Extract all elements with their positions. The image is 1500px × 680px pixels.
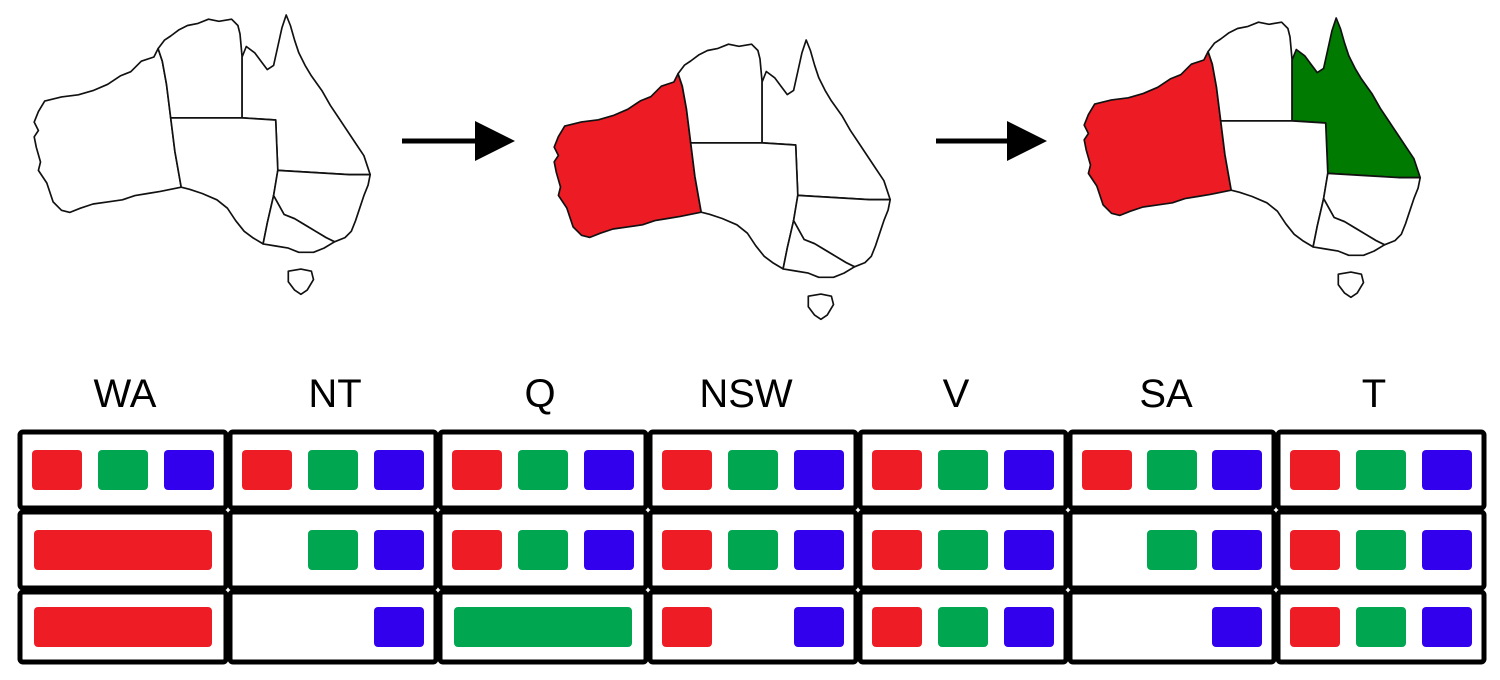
- domain-swatch-red: [1082, 450, 1132, 490]
- domain-swatch-red: [34, 607, 212, 647]
- domain-swatch-green: [938, 607, 988, 647]
- map-step-2: [553, 39, 892, 321]
- map-step-1: [33, 14, 372, 296]
- region-v: [1312, 197, 1386, 257]
- column-label-v: V: [942, 372, 970, 416]
- region-v: [782, 219, 856, 279]
- domain-swatch-blue: [794, 450, 844, 490]
- domain-swatch-red: [32, 450, 82, 490]
- domain-swatch-red: [872, 450, 922, 490]
- domain-swatch-blue: [1422, 607, 1472, 647]
- domain-swatch-blue: [374, 607, 424, 647]
- domain-swatch-blue: [1422, 450, 1472, 490]
- region-sa: [169, 117, 279, 245]
- domain-swatch-green: [454, 607, 632, 647]
- australia-map-sequence: [33, 14, 1422, 321]
- region-wa: [553, 72, 703, 239]
- domain-swatch-blue: [1212, 530, 1262, 570]
- domain-swatch-red: [1290, 530, 1340, 570]
- region-v: [262, 194, 336, 254]
- domain-swatch-green: [1356, 530, 1406, 570]
- map-step-3: [1083, 17, 1422, 299]
- domain-swatch-blue: [1004, 530, 1054, 570]
- column-label-wa: WA: [93, 372, 157, 416]
- domain-swatch-green: [518, 530, 568, 570]
- domain-swatch-blue: [584, 530, 634, 570]
- domain-swatch-blue: [1004, 450, 1054, 490]
- domain-swatch-green: [728, 530, 778, 570]
- domain-swatch-blue: [794, 607, 844, 647]
- domain-swatch-green: [1147, 450, 1197, 490]
- domain-swatch-red: [452, 530, 502, 570]
- domain-swatch-red: [452, 450, 502, 490]
- domain-swatch-green: [518, 450, 568, 490]
- domain-swatch-blue: [1212, 450, 1262, 490]
- region-t: [1337, 271, 1365, 299]
- region-sa: [689, 142, 799, 270]
- column-label-sa: SA: [1139, 372, 1193, 416]
- domain-swatch-green: [308, 450, 358, 490]
- domain-swatch-blue: [794, 530, 844, 570]
- domain-swatch-green: [308, 530, 358, 570]
- domain-swatch-blue: [374, 530, 424, 570]
- region-t: [287, 268, 315, 296]
- column-label-q: Q: [524, 372, 556, 416]
- domain-swatch-blue: [1422, 530, 1472, 570]
- column-label-nt: NT: [308, 372, 362, 416]
- domain-swatch-blue: [584, 450, 634, 490]
- domain-swatch-green: [98, 450, 148, 490]
- domain-swatch-green: [1356, 607, 1406, 647]
- domain-swatch-red: [662, 607, 712, 647]
- domain-swatch-green: [938, 450, 988, 490]
- region-wa: [1083, 50, 1233, 217]
- region-sa: [1219, 120, 1329, 248]
- domain-swatch-red: [662, 450, 712, 490]
- domain-swatch-red: [242, 450, 292, 490]
- domain-swatch-red: [1290, 450, 1340, 490]
- domain-swatch-red: [662, 530, 712, 570]
- column-label-t: T: [1361, 372, 1387, 416]
- domain-swatch-blue: [374, 450, 424, 490]
- region-t: [807, 293, 835, 321]
- domain-swatch-red: [872, 530, 922, 570]
- domain-swatch-blue: [164, 450, 214, 490]
- domain-swatch-red: [1290, 607, 1340, 647]
- domain-swatch-blue: [1212, 607, 1262, 647]
- domain-swatch-green: [938, 530, 988, 570]
- domain-swatch-green: [1356, 450, 1406, 490]
- column-label-nsw: NSW: [699, 372, 793, 416]
- domain-swatch-green: [728, 450, 778, 490]
- domain-swatch-blue: [1004, 607, 1054, 647]
- domain-swatch-red: [872, 607, 922, 647]
- domain-swatch-green: [1147, 530, 1197, 570]
- domain-swatch-red: [34, 530, 212, 570]
- region-wa: [33, 47, 183, 214]
